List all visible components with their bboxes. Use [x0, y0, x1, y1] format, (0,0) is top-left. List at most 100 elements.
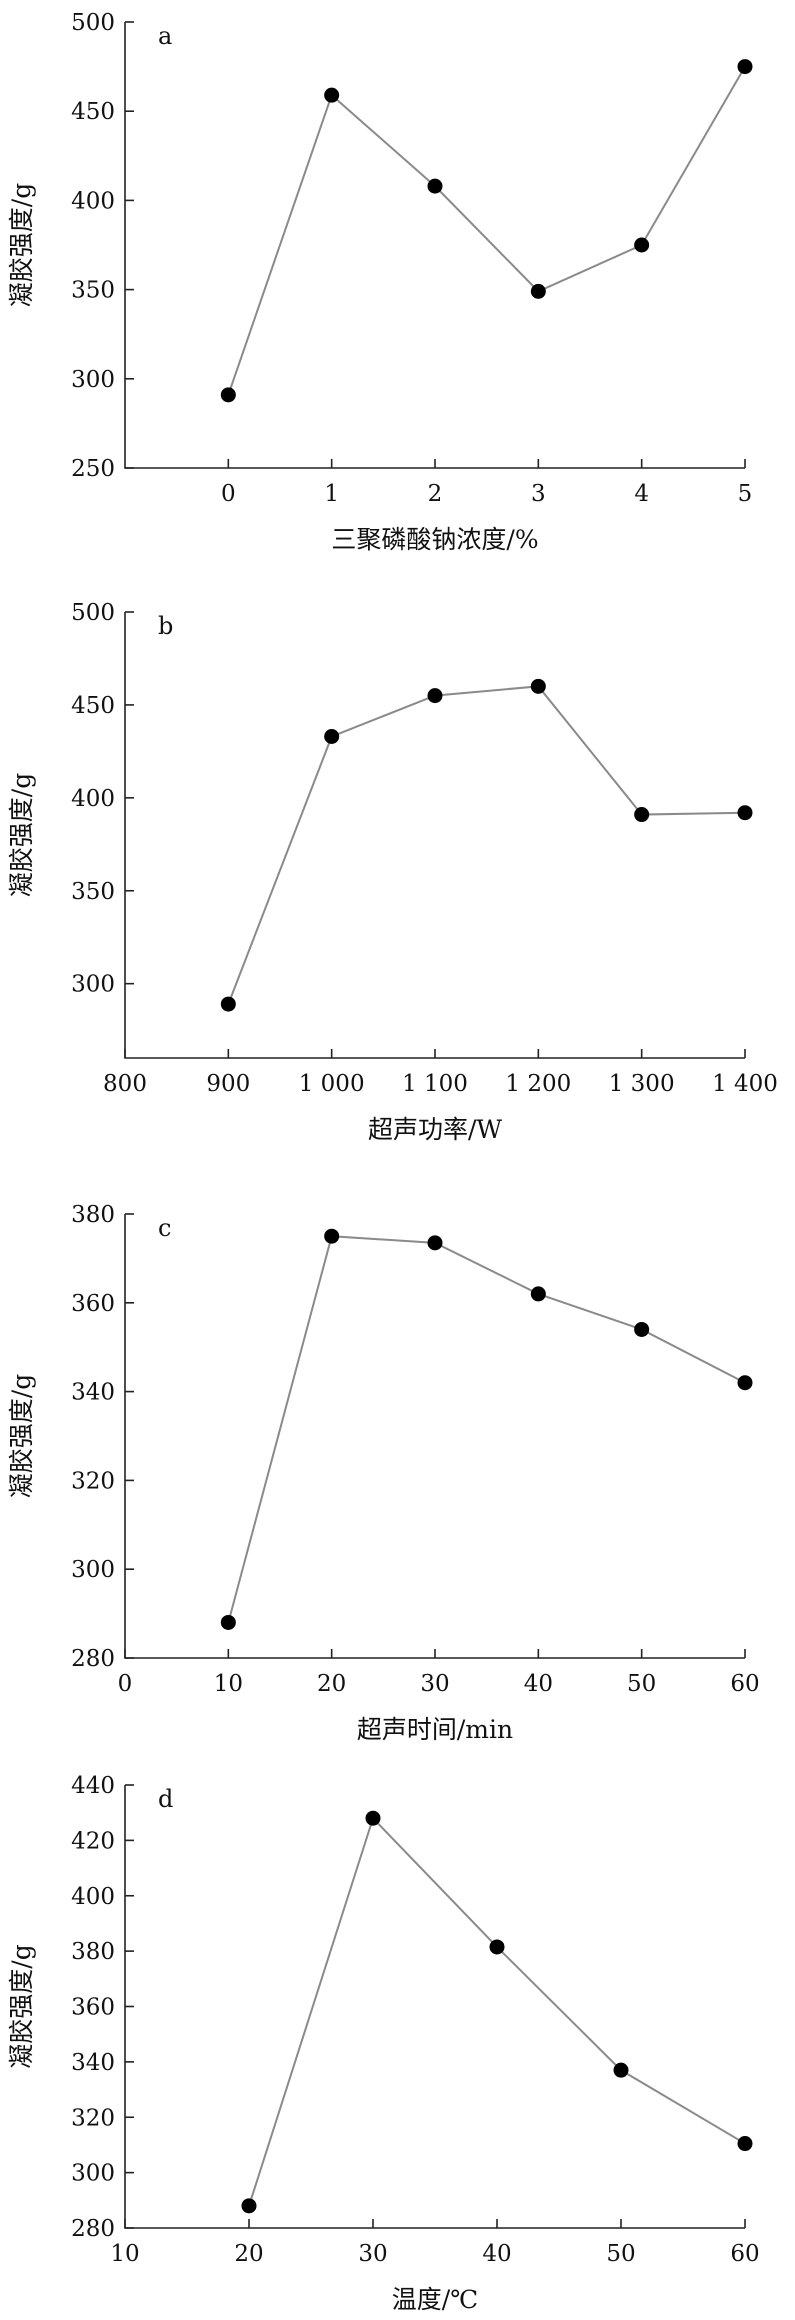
data-point — [324, 87, 340, 103]
data-point — [613, 2062, 629, 2078]
x-tick-label: 50 — [627, 1671, 656, 1697]
y-tick-label: 360 — [71, 1291, 115, 1317]
x-tick-label: 10 — [214, 1671, 243, 1697]
x-axis-title: 超声功率/W — [368, 1115, 502, 1144]
panel-label: c — [158, 1214, 171, 1242]
chart-panel-b: 300 350 400 450 500 800 900 1 000 1 100 1 200 1 30… — [7, 600, 778, 1144]
series-line — [227, 1235, 746, 1623]
x-axis-title: 三聚磷酸钠浓度/% — [331, 525, 538, 554]
data-point — [530, 283, 546, 299]
x-tick-label: 10 — [110, 2241, 139, 2267]
x-tick-label: 1 000 — [299, 1071, 365, 1097]
x-tick-label: 0 — [221, 481, 236, 507]
x-tick-label: 0 — [118, 1671, 133, 1697]
data-point — [737, 2136, 753, 2152]
chart-panel-d: 280 300 320 340 360 380 400 420 440 10 20 30 40 50 60 d… — [7, 1773, 760, 2314]
y-tick-label: 440 — [71, 1773, 115, 1799]
x-tick-label: 50 — [606, 2241, 635, 2267]
data-point — [220, 387, 236, 403]
y-tick-label: 300 — [71, 2161, 115, 2187]
data-point — [427, 178, 443, 194]
y-tick-label: 400 — [71, 188, 115, 214]
y-axis-title: 凝胶强度/g — [7, 773, 36, 897]
y-tick-label: 450 — [71, 99, 115, 125]
data-point — [489, 1939, 505, 1955]
data-point — [220, 996, 236, 1012]
y-tick-label: 300 — [71, 1557, 115, 1583]
data-point — [634, 807, 650, 823]
x-tick-label: 1 400 — [712, 1071, 778, 1097]
data-point — [324, 729, 340, 745]
series-line — [227, 685, 746, 1005]
x-tick-label: 800 — [103, 1071, 147, 1097]
x-tick-label: 1 — [324, 481, 339, 507]
x-tick-label: 4 — [634, 481, 649, 507]
x-tick-label: 20 — [317, 1671, 346, 1697]
axes-d — [124, 1785, 745, 2229]
y-tick-label: 320 — [71, 1468, 115, 1494]
y-tick-label: 420 — [71, 1828, 115, 1854]
y-axis-title: 凝胶强度/g — [7, 1944, 36, 2068]
y-tick-label: 400 — [71, 1884, 115, 1910]
data-point — [427, 688, 443, 704]
x-tick-label: 1 100 — [402, 1071, 468, 1097]
series-line — [227, 66, 746, 396]
x-tick-label: 40 — [524, 1671, 553, 1697]
data-point — [530, 678, 546, 694]
x-tick-label: 30 — [420, 1671, 449, 1697]
y-tick-label: 400 — [71, 786, 115, 812]
x-tick-label: 2 — [428, 481, 443, 507]
y-tick-label: 340 — [71, 1380, 115, 1406]
x-axis-title: 温度/℃ — [392, 2285, 478, 2314]
y-tick-label: 380 — [71, 1939, 115, 1965]
panel-label: a — [158, 22, 172, 50]
data-point — [634, 237, 650, 253]
y-tick-label: 350 — [71, 879, 115, 905]
x-tick-label: 40 — [482, 2241, 511, 2267]
y-axis-title: 凝胶强度/g — [7, 1374, 36, 1498]
x-tick-label: 3 — [531, 481, 546, 507]
y-tick-label: 350 — [71, 278, 115, 304]
y-tick-label: 280 — [71, 2216, 115, 2242]
axes-c — [124, 1214, 745, 1659]
y-axis-title: 凝胶强度/g — [7, 183, 36, 307]
x-tick-label: 5 — [738, 481, 753, 507]
x-axis-title: 超声时间/min — [357, 1715, 513, 1744]
x-tick-label: 60 — [730, 1671, 759, 1697]
y-tick-label: 250 — [71, 456, 115, 482]
y-tick-label: 500 — [71, 600, 115, 626]
panel-label: d — [158, 1785, 173, 1813]
data-point — [427, 1235, 443, 1251]
y-tick-label: 360 — [71, 1995, 115, 2021]
axes-a — [124, 22, 745, 469]
data-point — [530, 1286, 546, 1302]
y-tick-label: 380 — [71, 1202, 115, 1228]
y-tick-label: 340 — [71, 2050, 115, 2076]
panel-label: b — [158, 612, 173, 640]
series-line — [248, 1816, 746, 2207]
chart-panel-a: 250 300 350 400 450 500 0 1 2 3 4 5 a 三聚磷酸钠浓度/% 凝胶强度/g — [7, 10, 753, 554]
y-tick-label: 500 — [71, 10, 115, 36]
data-point — [365, 1810, 381, 1826]
chart-panel-c: 280 300 320 340 360 380 0 10 20 30 40 50 60 c 超声时间/min… — [7, 1202, 760, 1744]
x-tick-label: 20 — [234, 2241, 263, 2267]
data-point — [324, 1228, 340, 1244]
data-point — [220, 1614, 236, 1630]
data-point — [737, 1375, 753, 1391]
y-tick-label: 300 — [71, 972, 115, 998]
axes-b — [124, 612, 745, 1059]
x-tick-label: 1 300 — [609, 1071, 675, 1097]
y-tick-label: 450 — [71, 693, 115, 719]
y-tick-label: 320 — [71, 2105, 115, 2131]
y-tick-label: 300 — [71, 367, 115, 393]
x-tick-label: 1 200 — [505, 1071, 571, 1097]
x-tick-label: 900 — [206, 1071, 250, 1097]
x-tick-label: 60 — [730, 2241, 759, 2267]
data-point — [737, 59, 753, 75]
data-point — [241, 2198, 257, 2214]
data-point — [737, 805, 753, 821]
y-tick-label: 280 — [71, 1646, 115, 1672]
data-point — [634, 1321, 650, 1337]
x-tick-label: 30 — [358, 2241, 387, 2267]
